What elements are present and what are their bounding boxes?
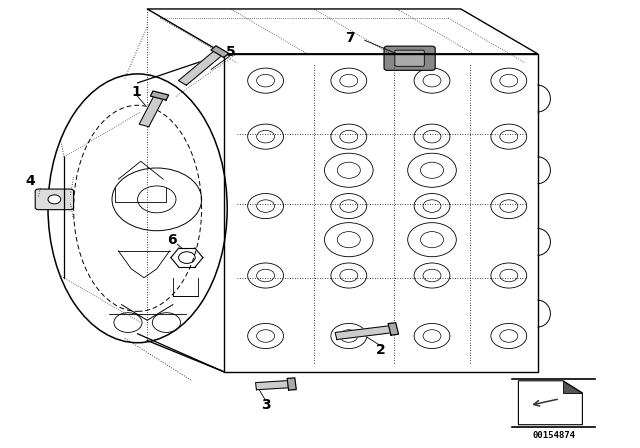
Polygon shape [179, 52, 221, 85]
Text: 6: 6 [166, 233, 177, 247]
Text: 7: 7 [345, 31, 355, 45]
FancyBboxPatch shape [384, 46, 435, 70]
Text: 00154874: 00154874 [532, 431, 575, 440]
FancyBboxPatch shape [35, 189, 74, 210]
Text: 4: 4 [25, 174, 35, 189]
Polygon shape [563, 381, 582, 393]
Polygon shape [287, 378, 296, 390]
Circle shape [48, 195, 61, 204]
Polygon shape [150, 91, 169, 100]
Text: 2: 2 [376, 343, 386, 358]
Polygon shape [335, 326, 390, 340]
Polygon shape [388, 323, 399, 335]
FancyBboxPatch shape [395, 50, 424, 66]
Text: 3: 3 [260, 398, 271, 413]
Polygon shape [139, 97, 163, 127]
Polygon shape [518, 381, 582, 425]
Text: 1: 1 [131, 85, 141, 99]
Text: 5: 5 [225, 44, 236, 59]
Polygon shape [255, 381, 289, 390]
Polygon shape [211, 46, 228, 57]
